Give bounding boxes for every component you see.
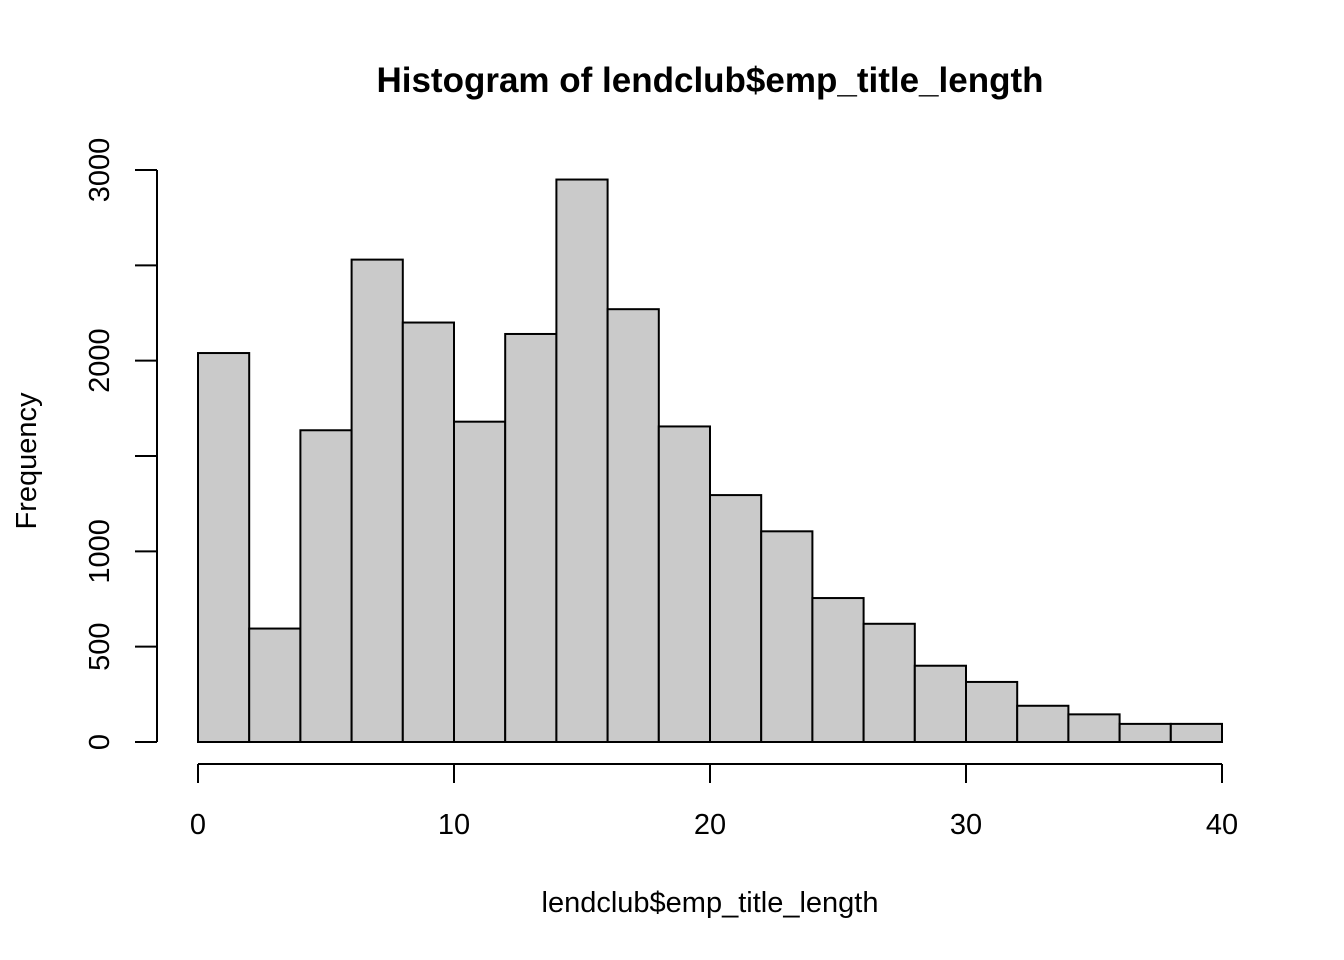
histogram-bar: [862, 622, 916, 744]
histogram-bar: [1169, 722, 1224, 743]
histogram-bar: [350, 258, 404, 743]
y-tick-label: 500: [84, 622, 116, 670]
x-tick-label: 40: [1206, 809, 1238, 841]
y-axis-label: Frequency: [11, 392, 43, 530]
histogram-bar: [504, 332, 558, 743]
histogram-bar: [811, 597, 865, 744]
x-axis: 0 10 20 30 40: [190, 763, 1238, 841]
histogram-bar: [760, 530, 814, 744]
x-tick-label: 20: [694, 809, 726, 841]
y-tick-label: 1000: [84, 519, 116, 584]
histogram-bar: [709, 494, 763, 743]
histogram-bar: [965, 680, 1019, 744]
y-tick-label: 3000: [84, 138, 116, 203]
y-axis: 0 500 1000 2000 3000: [84, 138, 158, 750]
histogram-bar: [401, 321, 455, 743]
x-tick-label: 10: [438, 809, 470, 841]
y-tick-label: 2000: [84, 328, 116, 393]
x-tick-label: 0: [190, 809, 206, 841]
y-tick-label: 0: [84, 734, 116, 750]
histogram-bar: [555, 178, 609, 744]
histogram-bar: [197, 352, 251, 743]
x-tick-label: 30: [950, 809, 982, 841]
histogram-bar: [299, 429, 353, 743]
x-axis-label: lendclub$emp_title_length: [542, 887, 879, 919]
histogram-bar: [248, 627, 302, 744]
histogram-bar: [657, 425, 711, 743]
histogram-bar: [913, 664, 967, 744]
bars-group: [197, 178, 1224, 744]
chart-title: Histogram of lendclub$emp_title_length: [376, 61, 1043, 100]
histogram-bar: [1067, 713, 1121, 743]
histogram-bar: [606, 308, 660, 743]
histogram-bar: [453, 420, 507, 743]
histogram-bar: [1118, 722, 1172, 743]
histogram-bar: [1016, 704, 1070, 743]
